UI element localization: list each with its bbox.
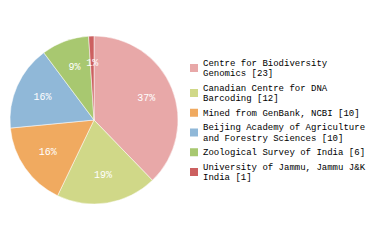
legend-label: Zoological Survey of India [6]: [203, 148, 365, 158]
legend-label-line: Beijing Academy of Agriculture: [203, 123, 365, 133]
data-label: 16%: [34, 92, 52, 103]
legend-item: Mined from GenBank, NCBI [10]: [190, 109, 360, 119]
legend-swatch: [190, 89, 198, 97]
legend-item: Beijing Academy of Agricultureand Forest…: [190, 123, 365, 144]
legend-label-line: and Forestry Sciences [10]: [203, 134, 343, 144]
legend-swatch: [190, 64, 198, 72]
legend-label-line: Zoological Survey of India [6]: [203, 148, 365, 158]
legend-swatch: [190, 129, 198, 137]
legend-label-line: University of Jammu, Jammu J&K: [203, 163, 366, 173]
data-label: 37%: [137, 93, 155, 104]
pie: [10, 36, 178, 204]
legend-label: Mined from GenBank, NCBI [10]: [203, 109, 360, 119]
data-label: 16%: [39, 147, 57, 158]
data-label: 19%: [94, 170, 112, 181]
data-label: 1%: [86, 58, 98, 69]
legend-item: University of Jammu, Jammu J&KIndia [1]: [190, 163, 366, 184]
legend-item: Zoological Survey of India [6]: [190, 148, 365, 158]
legend-label: Centre for BiodiversityGenomics [23]: [203, 59, 328, 80]
legend-swatch: [190, 148, 198, 156]
legend-swatch: [190, 168, 198, 176]
legend-label-line: Centre for Biodiversity: [203, 59, 328, 69]
legend-label-line: Mined from GenBank, NCBI [10]: [203, 109, 360, 119]
pie-slice: [89, 36, 94, 120]
legend-label-line: India [1]: [203, 173, 252, 183]
legend-label-line: Canadian Centre for DNA: [203, 84, 328, 94]
legend-label: University of Jammu, Jammu J&KIndia [1]: [203, 163, 366, 184]
data-labels: 37% 19% 16% 16% 9% 1%: [34, 58, 156, 181]
legend-label: Beijing Academy of Agricultureand Forest…: [203, 123, 365, 144]
legend-item: Canadian Centre for DNABarcoding [12]: [190, 84, 328, 105]
legend-label: Canadian Centre for DNABarcoding [12]: [203, 84, 328, 105]
chart: 37% 19% 16% 16% 9% 1% Centre for BiodiversityG…: [0, 0, 380, 240]
data-label: 9%: [69, 62, 81, 73]
legend-swatch: [190, 109, 198, 117]
legend-item: Centre for BiodiversityGenomics [23]: [190, 59, 328, 80]
legend: Centre for BiodiversityGenomics [23] Cana…: [190, 59, 366, 184]
legend-label-line: Genomics [23]: [203, 69, 273, 79]
pie-slice: [44, 36, 94, 120]
pie-slice: [10, 120, 94, 196]
legend-label-line: Barcoding [12]: [203, 94, 279, 104]
